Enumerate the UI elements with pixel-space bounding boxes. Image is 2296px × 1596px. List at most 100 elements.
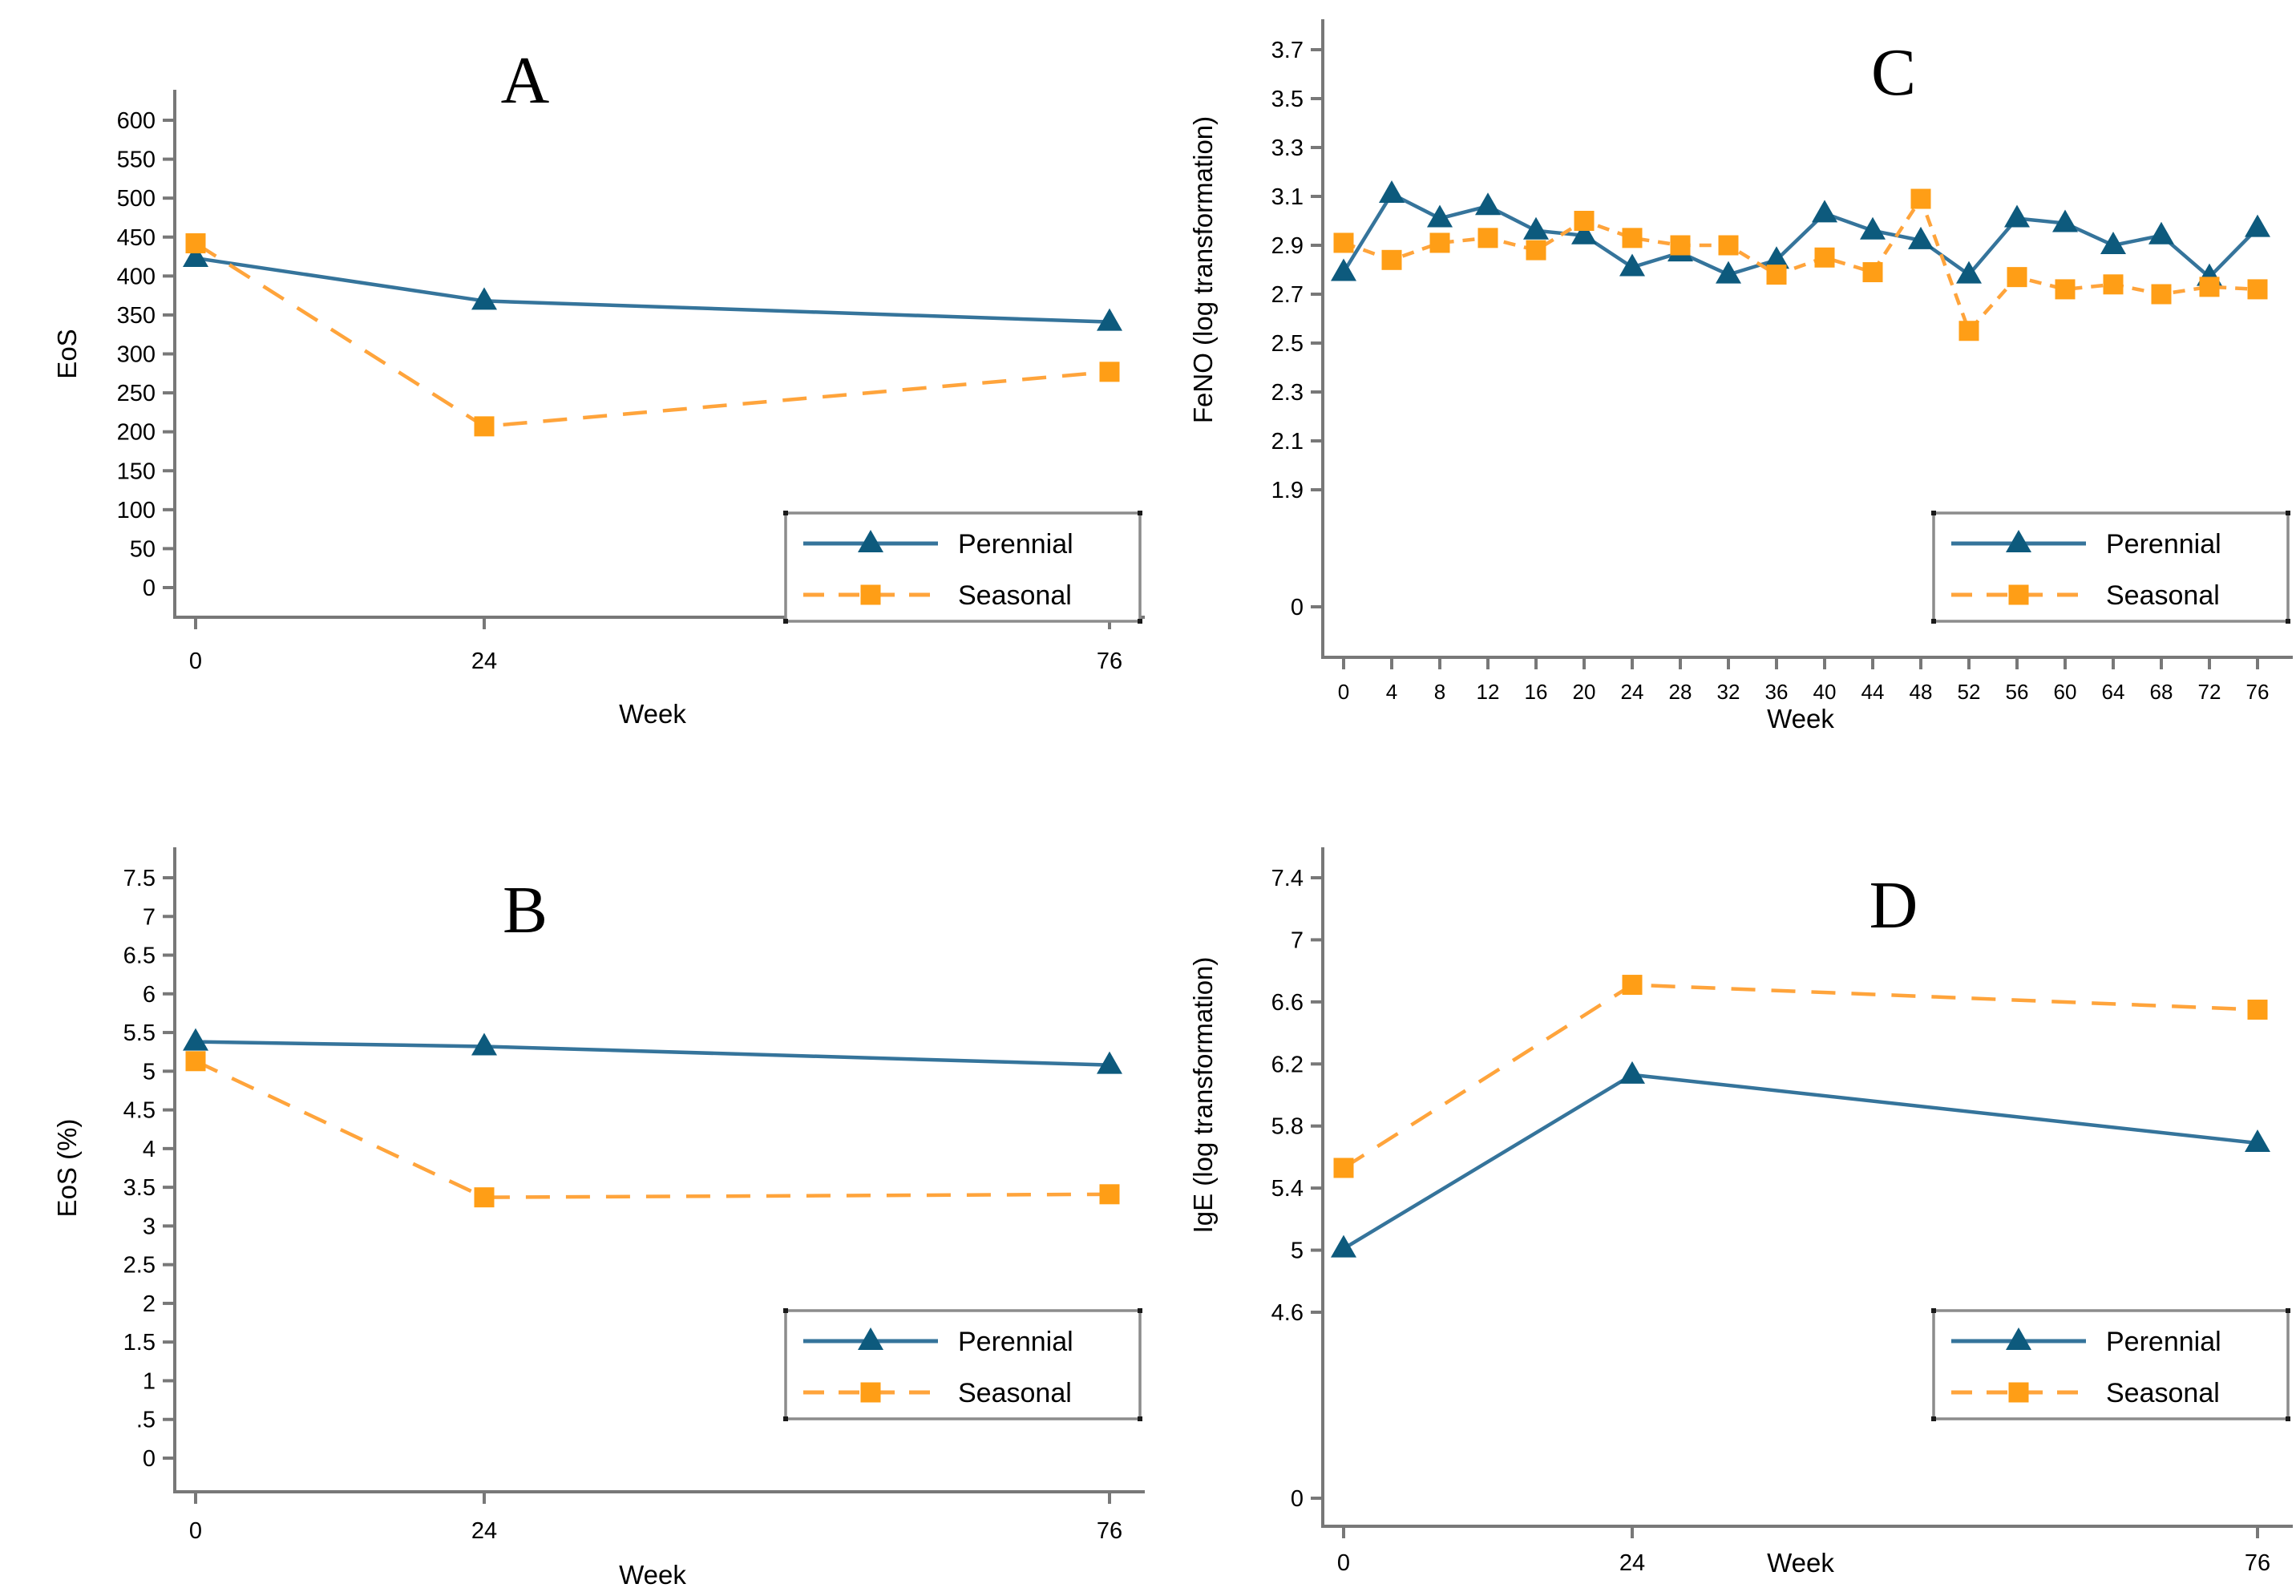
legend-perennial-label: Perennial	[958, 529, 1073, 560]
x-tick-label: 76	[1097, 649, 1122, 674]
seasonal-series-d	[1333, 975, 2268, 1178]
y-tick-label: 350	[117, 303, 156, 329]
x-tick-label: 76	[1097, 1518, 1122, 1544]
perennial-series-c	[1331, 180, 2270, 286]
y-tick-label: 400	[117, 264, 156, 289]
y-tick-label: 2.3	[1271, 380, 1304, 406]
x-tick-label: 48	[1910, 680, 1933, 704]
y-tick-label: 3	[143, 1214, 156, 1239]
y-tick-label: 5	[1291, 1238, 1304, 1264]
y-tick-label: 450	[117, 225, 156, 251]
x-tick-label: 20	[1573, 680, 1596, 704]
y-tick-label: 1.5	[123, 1330, 156, 1356]
x-tick-label: 40	[1813, 680, 1837, 704]
seasonal-series-b	[185, 1051, 1120, 1208]
panel-letter: B	[503, 873, 548, 947]
y-tick-label: 500	[117, 186, 156, 212]
y-tick-label: 0	[1291, 595, 1304, 620]
panel-letter: D	[1870, 868, 1918, 943]
legend-seasonal: Seasonal	[803, 1378, 1072, 1408]
y-tick-label: 2.5	[1271, 331, 1304, 357]
x-tick-label: 16	[1525, 680, 1548, 704]
y-tick-label: 100	[117, 498, 156, 523]
x-tick-label: 68	[2150, 680, 2173, 704]
legend-b: Perennial Seasonal	[783, 1308, 1142, 1421]
y-tick-label: 200	[117, 420, 156, 446]
legend-seasonal: Seasonal	[1951, 1378, 2220, 1408]
y-tick-label: 7.4	[1271, 866, 1304, 891]
y-tick-label: 250	[117, 381, 156, 406]
legend-seasonal-label: Seasonal	[958, 1378, 1072, 1408]
axes-d: 7.4 7 6.6 6.2 5.8 5.4 5 4.6 0 0 24 76 Week IgE (log t…	[1188, 847, 2293, 1578]
x-tick-label: 72	[2198, 680, 2221, 704]
panel-letter: A	[501, 43, 550, 118]
y-axis-title: EoS	[52, 329, 82, 378]
panel-c-chart: 3.73.53.33.12.92.72.52.32.11.900 4 8 12 16 20…	[1188, 19, 2293, 733]
y-tick-label: 5.8	[1271, 1114, 1304, 1140]
y-tick-label: 0	[143, 576, 156, 601]
x-axis-title: Week	[619, 1560, 686, 1590]
y-tick-label: 2	[143, 1291, 156, 1317]
x-tick-label: 12	[1477, 680, 1500, 704]
x-tick-label: 0	[1337, 1550, 1350, 1576]
x-tick-label: 60	[2054, 680, 2077, 704]
y-tick-label: 300	[117, 342, 156, 368]
x-tick-label: 76	[2246, 680, 2270, 704]
x-tick-label: 24	[471, 649, 497, 674]
x-tick-label: 0	[1338, 680, 1349, 704]
y-tick-label: 5	[143, 1059, 156, 1085]
x-tick-label: 24	[1619, 1550, 1645, 1576]
seasonal-series-c	[1333, 188, 2268, 341]
y-axis-title: IgE (log transformation)	[1188, 957, 1218, 1234]
y-tick-label: 7.5	[123, 866, 156, 891]
panel-d: 7.4 7 6.6 6.2 5.8 5.4 5 4.6 0 0 24 76 Week IgE (log t…	[1148, 798, 2296, 1596]
y-tick-label: .5	[136, 1408, 156, 1433]
y-tick-label: 3.3	[1271, 135, 1304, 161]
seasonal-series-a	[185, 233, 1120, 437]
x-tick-label: 8	[1434, 680, 1445, 704]
axes-b: 7.576.565.554.543.532.521.51.500 24 76Week…	[52, 847, 1145, 1590]
y-tick-label: 2.5	[123, 1253, 156, 1279]
y-tick-label: 4.5	[123, 1098, 156, 1124]
y-tick-label: 50	[130, 536, 156, 562]
legend-a: Perennial Seasonal	[783, 511, 1142, 624]
x-tick-label: 52	[1958, 680, 1981, 704]
y-tick-label: 7	[143, 904, 156, 930]
x-tick-label: 24	[1621, 680, 1644, 704]
y-tick-label: 2.7	[1271, 282, 1304, 308]
x-tick-label: 32	[1717, 680, 1740, 704]
panel-b: 7.5 7 6.5 6 5.5 5 4.5 4 3.5 3 2.5 2 1.5 1.5 0 0 24 76 Week…	[0, 798, 1148, 1596]
y-tick-label: 150	[117, 459, 156, 484]
x-tick-label: 56	[2006, 680, 2029, 704]
panel-b-chart: 7.576.565.554.543.532.521.51.500 24 76Week…	[52, 847, 1145, 1590]
legend-perennial-label: Perennial	[958, 1327, 1073, 1357]
y-tick-label: 3.5	[123, 1175, 156, 1201]
x-axis-title: Week	[1767, 704, 1834, 733]
legend-seasonal: Seasonal	[1951, 580, 2220, 611]
axes-c: 3.73.53.33.12.92.72.52.32.11.900 4 8 12 16 20…	[1188, 19, 2293, 733]
y-tick-label: 2.1	[1271, 429, 1304, 455]
y-tick-label: 3.1	[1271, 184, 1304, 210]
panel-d-chart: 7.4 7 6.6 6.2 5.8 5.4 5 4.6 0 0 24 76 Week IgE (log t…	[1188, 847, 2293, 1578]
y-tick-label: 5.5	[123, 1020, 156, 1046]
perennial-series-a	[183, 244, 1122, 331]
y-tick-label: 4	[143, 1137, 156, 1162]
legend-perennial: Perennial	[1951, 529, 2221, 560]
legend-perennial: Perennial	[803, 529, 1073, 560]
y-tick-label: 6.2	[1271, 1052, 1304, 1077]
y-tick-label: 5.4	[1271, 1176, 1304, 1202]
x-tick-label: 0	[189, 649, 202, 674]
x-tick-label: 64	[2102, 680, 2125, 704]
legend-seasonal: Seasonal	[803, 580, 1072, 611]
y-tick-label: 2.9	[1271, 233, 1304, 259]
y-tick-label: 4.6	[1271, 1300, 1304, 1326]
perennial-series-b	[183, 1028, 1122, 1074]
x-tick-label: 44	[1861, 680, 1885, 704]
legend-perennial-label: Perennial	[2106, 1327, 2221, 1357]
y-tick-label: 1.9	[1271, 478, 1304, 503]
x-tick-label: 28	[1669, 680, 1692, 704]
x-axis-title: Week	[1767, 1548, 1834, 1578]
